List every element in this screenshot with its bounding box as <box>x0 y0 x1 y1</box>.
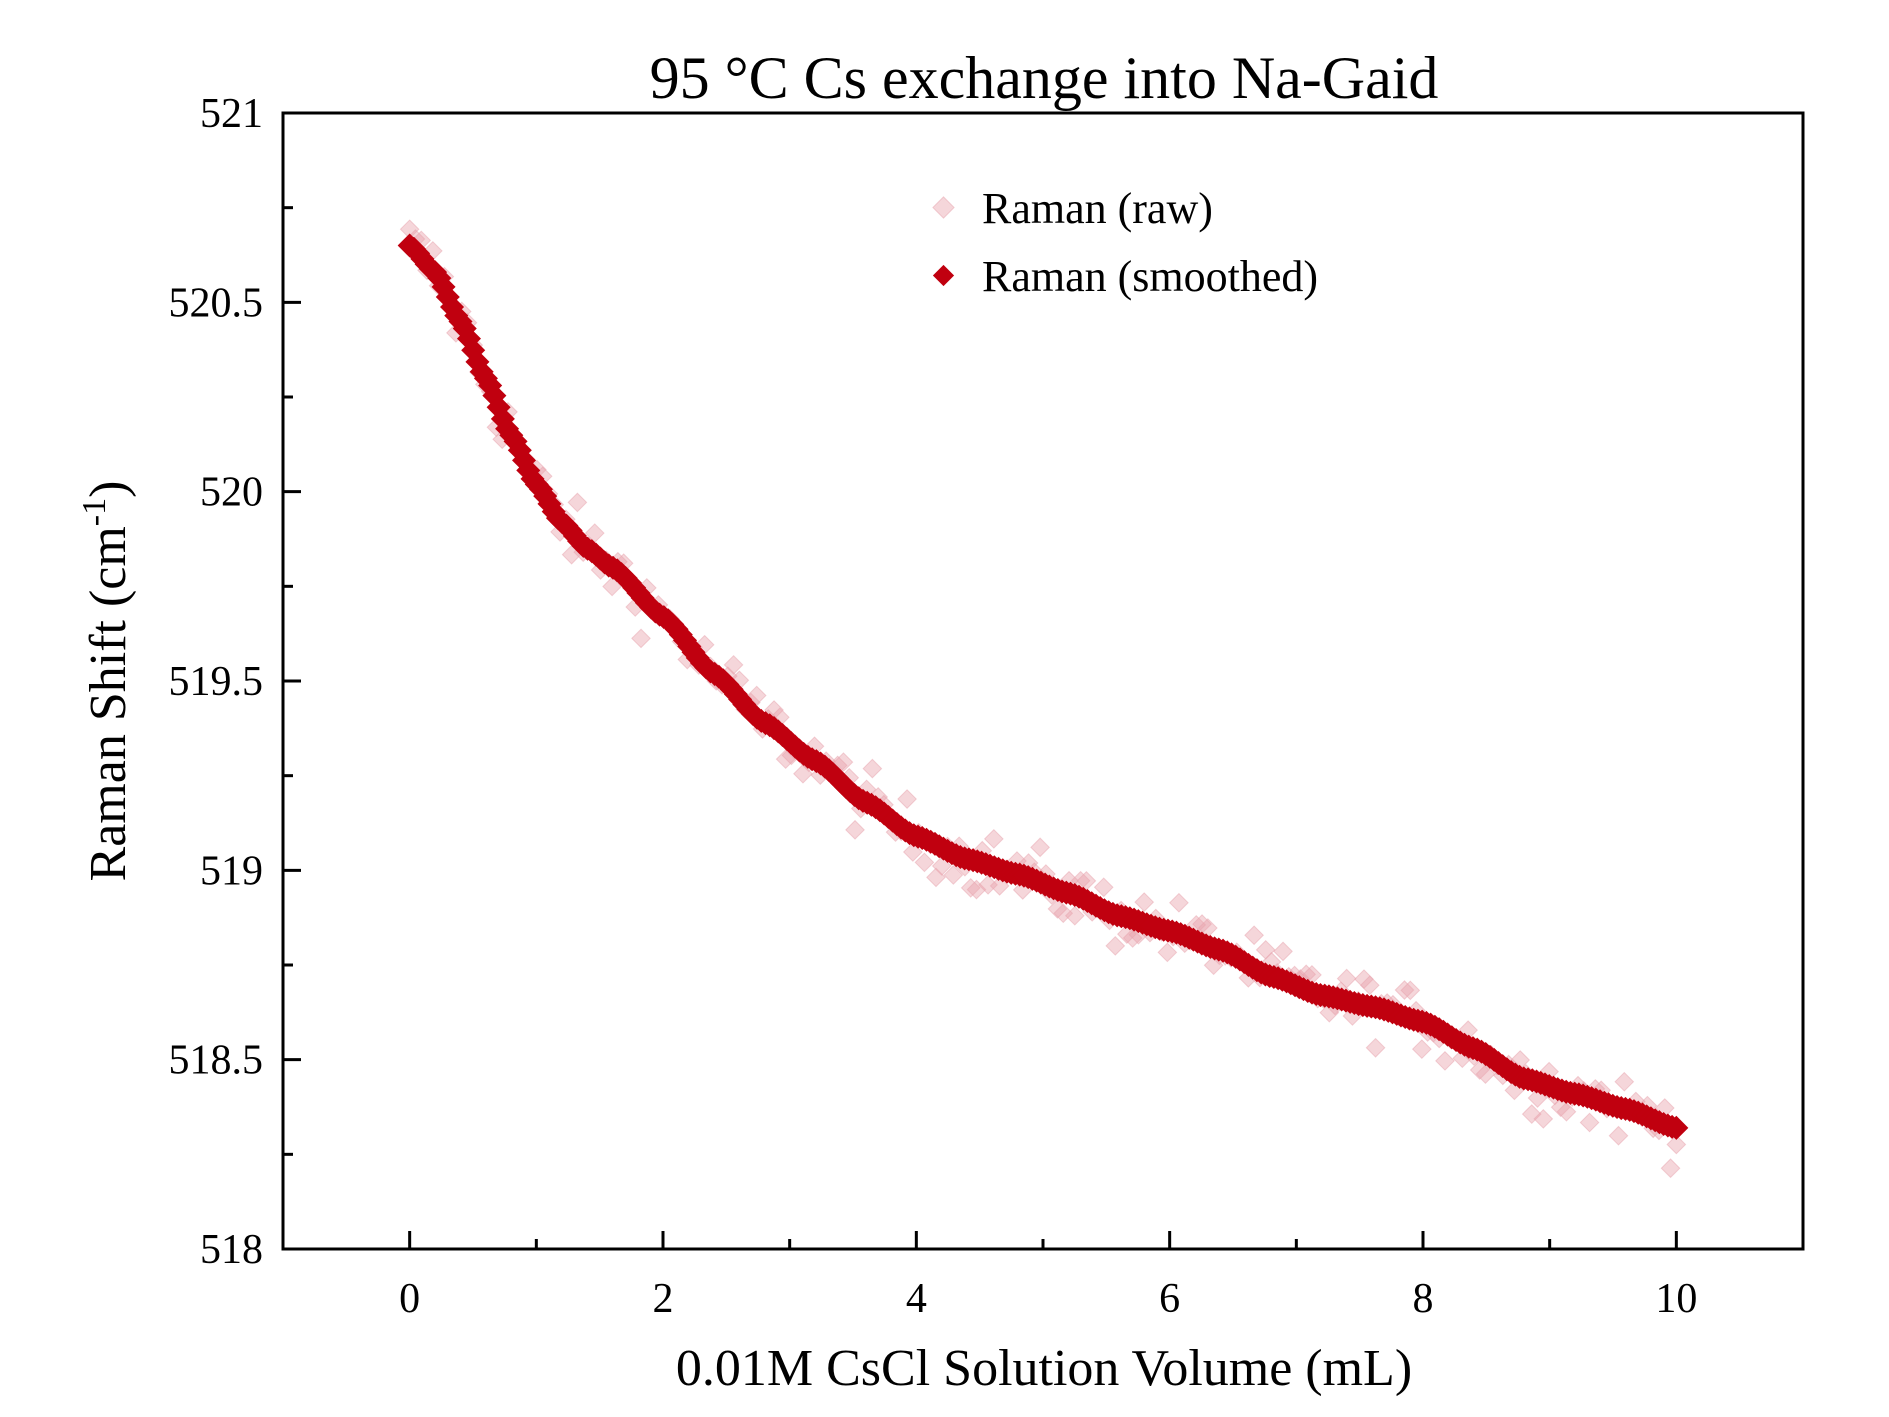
raw-point <box>1157 942 1178 963</box>
raw-point <box>1197 918 1218 938</box>
raw-point <box>1411 1039 1432 1059</box>
x-tick-label: 4 <box>906 1276 927 1322</box>
raw-point <box>1359 975 1380 996</box>
raw-point <box>978 874 998 895</box>
raw-point <box>793 763 813 784</box>
y-axis-label: Raman Shift (cm-1) <box>76 481 137 882</box>
legend-marker-smoothed <box>932 264 955 287</box>
raw-point <box>1336 968 1357 989</box>
y-tick-label: 521 <box>200 91 263 137</box>
smoothed-point <box>1664 1115 1689 1140</box>
raw-point <box>584 523 605 544</box>
y-tick-label: 519 <box>200 848 263 894</box>
y-axis-label-main: Raman Shift (cm <box>80 526 137 881</box>
raw-point <box>1105 936 1126 956</box>
raw-point <box>1169 892 1189 913</box>
raw-point <box>1435 1050 1455 1071</box>
raw-point <box>862 758 883 779</box>
y-axis-label-end: ) <box>80 481 137 498</box>
raw-point <box>833 752 854 773</box>
y-tick-label: 518 <box>200 1227 263 1273</box>
raw-point <box>1608 1125 1629 1146</box>
x-tick-label: 8 <box>1413 1276 1434 1322</box>
raw-point <box>1394 980 1415 1000</box>
y-tick-label: 520 <box>200 470 263 516</box>
raw-point <box>1469 1060 1490 1080</box>
raw-point <box>1134 892 1155 913</box>
raw-point <box>1579 1112 1600 1133</box>
legend-label-smoothed: Raman (smoothed) <box>982 252 1318 301</box>
raw-point <box>1273 941 1293 962</box>
y-tick-label: 518.5 <box>169 1038 264 1084</box>
raw-point <box>914 852 935 873</box>
raw-point <box>845 819 865 840</box>
raw-point <box>1556 1101 1577 1122</box>
raw-point <box>1030 837 1051 858</box>
raw-point <box>1400 980 1421 1001</box>
x-tick-label: 10 <box>1655 1276 1697 1322</box>
raw-point <box>1521 1104 1542 1124</box>
raw-point <box>1354 969 1374 990</box>
raw-point <box>1666 1134 1687 1155</box>
raw-point <box>989 875 1010 896</box>
y-axis-ticks: 518 518.5 519 519.5 520 520.5 521 <box>169 91 301 1273</box>
smoothed-series <box>397 233 1689 1140</box>
x-tick-label: 0 <box>399 1276 420 1322</box>
raw-point <box>897 789 917 809</box>
x-tick-label: 2 <box>653 1276 674 1322</box>
raw-point <box>1076 870 1097 891</box>
y-tick-label: 519.5 <box>169 659 264 705</box>
raw-point <box>1047 898 1068 919</box>
raw-point <box>567 492 588 513</box>
legend-label-raw: Raman (raw) <box>982 184 1213 233</box>
raw-point <box>631 628 651 649</box>
raw-series <box>399 219 1687 1179</box>
raw-point <box>1475 1064 1496 1085</box>
x-axis-label: 0.01M CsCl Solution Volume (mL) <box>676 1340 1412 1397</box>
raw-point <box>1660 1158 1681 1179</box>
y-axis-label-superscript: -1 <box>76 498 113 526</box>
raw-point <box>926 867 946 888</box>
raw-point <box>983 828 1004 849</box>
raw-point <box>943 865 964 885</box>
chart-title: 95 °C Cs exchange into Na-Gaid <box>650 45 1439 111</box>
y-tick-label: 520.5 <box>169 280 264 326</box>
x-axis-ticks: 0 2 4 6 8 10 <box>399 1231 1697 1322</box>
raw-point <box>966 879 987 900</box>
raw-point <box>1533 1108 1554 1129</box>
raw-point <box>1614 1071 1635 1092</box>
raw-point <box>1064 905 1085 926</box>
legend: Raman (raw) Raman (smoothed) <box>932 184 1318 301</box>
raw-point <box>723 655 744 675</box>
raw-point <box>746 685 767 706</box>
x-tick-label: 6 <box>1159 1276 1180 1322</box>
legend-marker-raw <box>932 196 955 219</box>
raw-point <box>399 219 420 240</box>
raw-point <box>960 877 981 898</box>
raw-point <box>1093 877 1114 898</box>
raw-point <box>1365 1037 1386 1058</box>
raw-point <box>1244 925 1265 946</box>
